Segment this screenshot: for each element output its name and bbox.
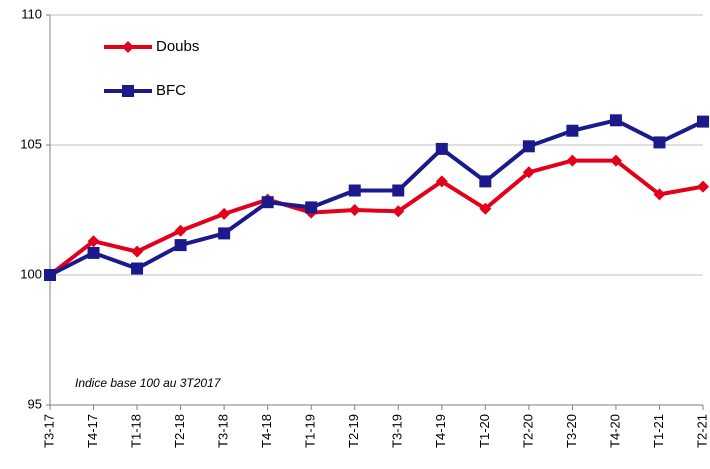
marker xyxy=(697,115,709,128)
marker xyxy=(87,235,100,248)
marker xyxy=(479,202,492,215)
marker xyxy=(566,154,579,167)
x-tick-label: T2-21 xyxy=(694,414,709,448)
marker xyxy=(131,245,144,258)
marker xyxy=(348,184,361,197)
marker xyxy=(566,124,579,137)
x-tick-label: T4-19 xyxy=(433,414,448,448)
marker xyxy=(479,175,492,188)
x-tick-label: T1-18 xyxy=(129,414,144,448)
marker xyxy=(522,166,535,179)
x-tick-label: T4-18 xyxy=(259,414,274,448)
series-line xyxy=(49,118,704,277)
marker xyxy=(522,140,535,153)
x-tick-label: T2-20 xyxy=(520,414,535,448)
y-tick-label: 110 xyxy=(21,6,42,21)
marker xyxy=(697,180,709,193)
marker xyxy=(609,154,622,167)
y-tick-label: 100 xyxy=(20,266,42,281)
x-tick-label: T1-19 xyxy=(303,414,318,448)
legend-label: Doubs xyxy=(156,38,199,55)
x-tick-label: T4-20 xyxy=(607,414,622,448)
marker xyxy=(348,204,361,216)
x-tick-label: T4-17 xyxy=(85,414,100,448)
marker xyxy=(174,224,187,237)
x-tick-label: T2-19 xyxy=(346,414,361,448)
marker xyxy=(392,184,405,197)
marker xyxy=(87,246,100,259)
marker xyxy=(122,41,134,53)
annotation: Indice base 100 au 3T2017 xyxy=(75,376,222,390)
series-line xyxy=(48,158,704,277)
x-tick-label: T1-20 xyxy=(477,414,492,448)
marker xyxy=(653,188,666,201)
legend-label: BFC xyxy=(156,82,186,99)
marker xyxy=(435,142,448,155)
marker xyxy=(44,269,56,281)
marker xyxy=(261,196,274,209)
marker xyxy=(653,136,666,149)
y-tick-label: 95 xyxy=(28,396,42,411)
marker xyxy=(392,205,405,218)
marker xyxy=(305,201,318,214)
x-tick-label: T3-19 xyxy=(390,414,405,448)
x-tick-label: T3-18 xyxy=(216,414,231,448)
marker xyxy=(609,114,622,127)
marker xyxy=(122,85,134,97)
marker xyxy=(131,262,144,275)
x-tick-label: T3-17 xyxy=(41,414,56,448)
marker xyxy=(218,207,231,220)
marker xyxy=(218,227,231,240)
y-tick-label: 105 xyxy=(20,136,42,151)
marker xyxy=(174,239,187,252)
x-tick-label: T3-20 xyxy=(564,414,579,448)
marker xyxy=(435,175,448,188)
x-tick-label: T1-21 xyxy=(651,414,666,448)
x-tick-label: T2-18 xyxy=(172,414,187,448)
